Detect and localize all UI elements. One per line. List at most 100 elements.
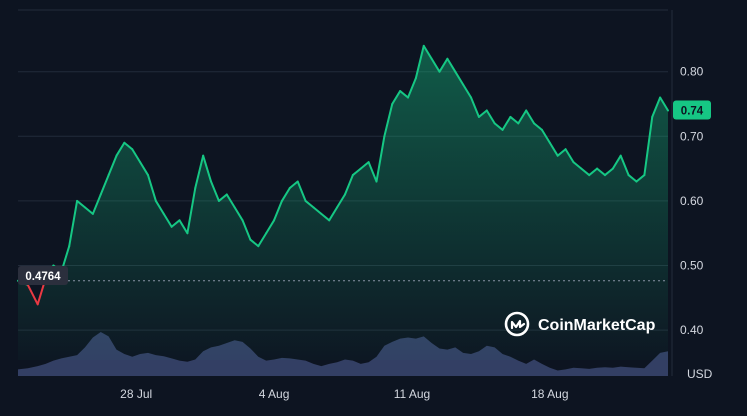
price-line-segment bbox=[470, 96, 480, 118]
price-line-segment bbox=[619, 154, 630, 177]
price-line-segment bbox=[241, 219, 252, 241]
price-line-segment bbox=[485, 109, 496, 125]
price-line-segment bbox=[336, 193, 346, 209]
volume-fill bbox=[18, 332, 668, 376]
price-line-segment bbox=[564, 148, 575, 164]
price-line-segment bbox=[391, 90, 402, 105]
price-line-segment bbox=[367, 161, 378, 183]
price-line-segment bbox=[509, 115, 520, 125]
x-tick-label: 28 Jul bbox=[120, 387, 152, 401]
price-line-segment bbox=[99, 174, 110, 196]
x-axis-ticks: 28 Jul 4 Aug 11 Aug 18 Aug bbox=[120, 387, 568, 401]
price-line-segment bbox=[351, 167, 362, 177]
price-line-segment bbox=[257, 232, 268, 248]
price-line-segment bbox=[76, 199, 86, 209]
price-line-segment bbox=[548, 141, 559, 157]
current-price-label: 0.74 bbox=[681, 105, 704, 117]
price-line-segment bbox=[178, 219, 189, 235]
price-line-segment bbox=[556, 148, 567, 157]
price-line-segment bbox=[83, 206, 94, 215]
price-line-segment bbox=[407, 77, 417, 99]
x-tick-label: 4 Aug bbox=[259, 387, 290, 401]
price-line-segment bbox=[643, 115, 654, 177]
price-line-segment bbox=[162, 212, 173, 228]
price-line-segment bbox=[312, 206, 323, 215]
y-tick-label: 0.50 bbox=[680, 259, 704, 273]
price-line-segment bbox=[26, 283, 39, 306]
price-line-segment bbox=[139, 161, 149, 177]
price-line-segment bbox=[320, 212, 331, 222]
price-line-segment bbox=[186, 187, 197, 235]
x-tick-label: 11 Aug bbox=[394, 387, 430, 401]
price-line-segment bbox=[170, 219, 181, 228]
price-line-segment bbox=[580, 167, 591, 177]
currency-label: USD bbox=[687, 367, 713, 381]
price-line-segment bbox=[446, 57, 457, 73]
price-area-fill bbox=[18, 45, 668, 360]
price-line-segment bbox=[147, 174, 157, 202]
price-line-segment bbox=[659, 96, 669, 112]
price-line-segment bbox=[115, 141, 126, 157]
price-line-segment bbox=[414, 44, 425, 80]
price-line-segment bbox=[265, 219, 276, 235]
price-line-segment bbox=[517, 109, 528, 125]
price-line-segment bbox=[383, 103, 394, 138]
current-price-badge: 0.74 bbox=[673, 100, 711, 120]
price-area bbox=[18, 45, 668, 360]
open-price-label: 0.4764 bbox=[25, 271, 61, 283]
price-line-segment bbox=[154, 199, 165, 215]
watermark: CoinMarketCap bbox=[504, 311, 656, 337]
open-price-badge: 0.4764 bbox=[18, 266, 68, 285]
price-line-segment bbox=[280, 187, 291, 202]
price-line-segment bbox=[249, 238, 260, 248]
price-line-segment bbox=[304, 199, 315, 209]
price-line-segment bbox=[194, 154, 205, 189]
price-line-segment bbox=[627, 174, 638, 183]
price-line-segment bbox=[422, 44, 433, 60]
price-line-segment bbox=[525, 109, 536, 125]
price-line-segment bbox=[328, 206, 339, 222]
y-axis-ticks: 0.40 0.50 0.60 0.70 0.80 bbox=[680, 65, 704, 337]
price-line-segment bbox=[430, 57, 441, 73]
price-line-segment bbox=[651, 96, 662, 118]
price-line-segment bbox=[202, 154, 213, 183]
price-line-segment bbox=[123, 141, 134, 151]
y-tick-label: 0.70 bbox=[680, 129, 704, 143]
y-tick-label: 0.40 bbox=[680, 323, 704, 337]
price-line-segment bbox=[107, 154, 118, 177]
price-line-segment bbox=[635, 174, 646, 183]
y-tick-label: 0.60 bbox=[680, 194, 704, 208]
price-line-segment bbox=[588, 167, 599, 177]
price-line-segment bbox=[540, 128, 551, 144]
price-line-segment bbox=[493, 122, 504, 131]
price-line-segment bbox=[217, 193, 228, 202]
price-line-segment bbox=[603, 167, 614, 177]
price-line-segment bbox=[225, 193, 236, 209]
price-line-segment bbox=[533, 122, 543, 131]
price-line-segment bbox=[343, 174, 354, 196]
price-line-segment bbox=[131, 148, 142, 164]
volume-area bbox=[18, 332, 668, 376]
x-tick-label: 18 Aug bbox=[531, 387, 568, 401]
price-line-segment bbox=[399, 90, 409, 99]
price-line-segment bbox=[359, 161, 370, 170]
price-line-segment bbox=[210, 180, 220, 202]
price-line-segment bbox=[273, 199, 283, 222]
price-line-segment bbox=[454, 70, 465, 86]
price-line-segment bbox=[477, 109, 488, 118]
price-line-segment bbox=[572, 161, 583, 170]
price-line-segment bbox=[68, 199, 79, 248]
price-line-segment bbox=[91, 193, 102, 215]
price-line-segment bbox=[296, 180, 307, 202]
price-line-segment bbox=[438, 57, 449, 73]
price-line-segment bbox=[375, 135, 386, 183]
price-line-segment bbox=[233, 206, 244, 222]
price-line-segment bbox=[501, 115, 512, 131]
price-line-segment bbox=[288, 180, 299, 189]
price-line-segment bbox=[611, 154, 622, 170]
watermark-text: CoinMarketCap bbox=[538, 317, 656, 334]
price-line-segment bbox=[462, 83, 473, 99]
price-line-segment bbox=[596, 167, 606, 177]
